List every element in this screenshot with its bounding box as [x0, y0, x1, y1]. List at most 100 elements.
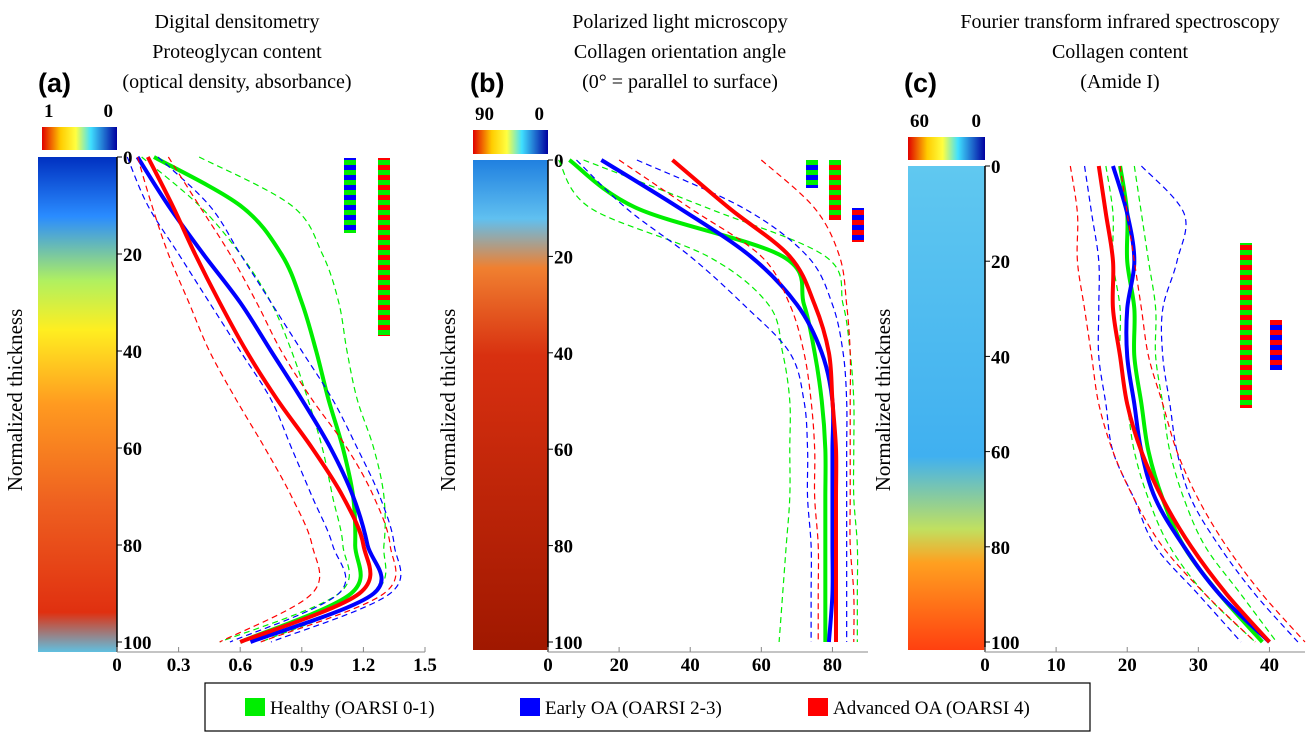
series-line [1096, 165, 1271, 644]
colorbar-label: 0 [535, 104, 545, 125]
range-line [558, 159, 791, 643]
chart-title: (Amide I) [1080, 71, 1159, 93]
depth-tick-label: 100 [123, 633, 152, 654]
chart-title: Proteoglycan content [152, 41, 322, 63]
range-line [1069, 165, 1256, 643]
significance-bar [852, 208, 864, 242]
value-tick-label: 40 [1260, 655, 1279, 676]
depth-tick-label: 60 [123, 439, 142, 460]
value-tick-label: 0.9 [290, 655, 314, 676]
chart-title: Digital densitometry [155, 11, 320, 33]
series-line [568, 158, 828, 642]
range-line [1083, 165, 1242, 643]
depth-tick-label: 40 [554, 344, 573, 365]
panel-label: (b) [470, 68, 504, 98]
series-line [1111, 165, 1271, 644]
depth-tick-label: 40 [991, 347, 1010, 368]
value-tick-label: 80 [823, 655, 842, 676]
range-line [1133, 165, 1278, 643]
depth-tick-label: 80 [554, 537, 573, 558]
value-tick-label: 1.2 [352, 655, 376, 676]
series-line [146, 156, 373, 644]
depth-tick-label: 100 [991, 633, 1020, 654]
legend-label: Early OA (OARSI 2-3) [545, 698, 722, 719]
depth-tick-label: 20 [123, 245, 142, 266]
colorbar-label: 1 [44, 101, 54, 122]
range-line [760, 159, 855, 643]
chart-title: (optical density, absorbance) [122, 71, 351, 93]
depth-tick-label: 60 [554, 440, 573, 461]
significance-bar [806, 160, 818, 188]
chart-title: (0° = parallel to surface) [582, 71, 778, 93]
tissue-image [38, 157, 117, 652]
images [38, 127, 985, 652]
range-line [126, 156, 347, 643]
axis-label: Normalized thickness [3, 309, 27, 492]
depth-tick-label: 0 [991, 157, 1001, 178]
legend-label: Advanced OA (OARSI 4) [833, 698, 1030, 719]
significance-bar [1270, 320, 1282, 370]
chart-title: Polarized light microscopy [572, 11, 788, 33]
depth-tick-label: 0 [554, 151, 564, 172]
range-line [576, 159, 812, 642]
tissue-image [908, 166, 985, 650]
depth-tick-label: 100 [554, 633, 583, 654]
significance-bars [344, 158, 1282, 408]
series-line [152, 155, 363, 644]
range-line [198, 156, 387, 643]
value-tick-label: 20 [1118, 655, 1137, 676]
axis-label: Normalized thickness [871, 309, 895, 492]
tissue-image [473, 160, 548, 650]
depth-tick-label: 80 [991, 538, 1010, 559]
series-line [600, 158, 836, 643]
depth-tick-label: 20 [991, 252, 1010, 273]
significance-bar [378, 158, 390, 336]
chart-title: Fourier transform infrared spectroscopy [960, 11, 1279, 33]
colorbar-label: 90 [475, 104, 494, 125]
chart-title: Collagen content [1052, 41, 1189, 63]
colorbar [908, 137, 985, 160]
range-line [1140, 165, 1299, 643]
significance-bar [829, 160, 841, 220]
depth-tick-label: 80 [123, 536, 142, 557]
value-tick-label: 10 [1047, 655, 1066, 676]
legend-swatch [808, 698, 828, 716]
value-tick-label: 0.6 [228, 655, 252, 676]
range-line [141, 156, 350, 643]
legend-box [204, 682, 1091, 732]
panel-label: (a) [38, 68, 71, 98]
significance-bar [344, 158, 356, 233]
value-tick-label: 30 [1189, 655, 1208, 676]
value-tick-label: 0 [543, 655, 553, 676]
series-line [671, 158, 839, 642]
value-tick-label: 60 [752, 655, 771, 676]
colorbar [42, 127, 117, 150]
colorbar [473, 130, 548, 154]
value-tick-label: 0.3 [167, 655, 191, 676]
legend-swatch [520, 698, 540, 716]
range-line [136, 156, 321, 643]
depth-tick-label: 20 [554, 247, 573, 268]
depth-tick-label: 60 [991, 443, 1010, 464]
value-tick-label: 1.5 [413, 655, 437, 676]
panel-label: (c) [904, 68, 937, 98]
legend-swatch [245, 698, 265, 716]
depth-tick-label: 40 [123, 342, 142, 363]
value-tick-label: 0 [980, 655, 990, 676]
range-line [636, 159, 848, 642]
series-line [135, 155, 384, 644]
range-line [618, 159, 820, 642]
colorbar-label: 0 [972, 111, 982, 132]
range-line [583, 159, 859, 642]
value-tick-label: 20 [610, 655, 629, 676]
range-line [157, 156, 402, 643]
legend-label: Healthy (OARSI 0-1) [270, 698, 435, 719]
range-line [1119, 165, 1306, 643]
axis-label: Normalized thickness [436, 309, 460, 492]
chart-title: Collagen orientation angle [574, 41, 786, 63]
value-tick-label: 0 [112, 655, 122, 676]
significance-bar [1240, 243, 1252, 408]
value-tick-label: 40 [681, 655, 700, 676]
range-line [167, 156, 397, 643]
